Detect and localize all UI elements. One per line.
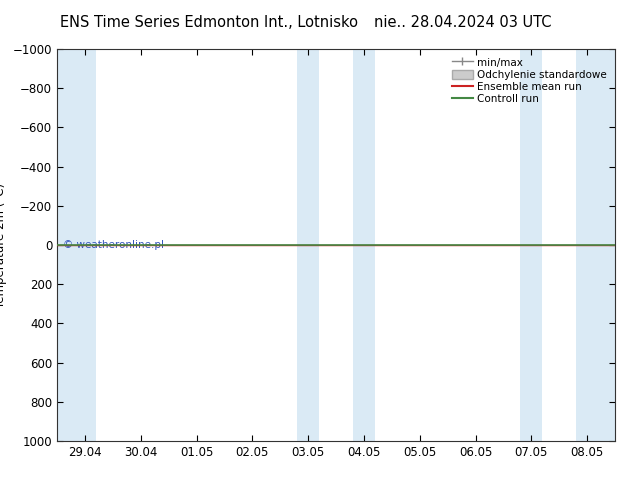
Bar xyxy=(520,49,543,441)
Bar xyxy=(576,49,615,441)
Bar xyxy=(57,49,96,441)
Text: © weatheronline.pl: © weatheronline.pl xyxy=(63,240,164,250)
Text: ENS Time Series Edmonton Int., Lotnisko: ENS Time Series Edmonton Int., Lotnisko xyxy=(60,15,358,30)
Legend: min/max, Odchylenie standardowe, Ensemble mean run, Controll run: min/max, Odchylenie standardowe, Ensembl… xyxy=(449,54,610,108)
Bar xyxy=(353,49,375,441)
Y-axis label: Temperature 2m (°C): Temperature 2m (°C) xyxy=(0,182,7,308)
Bar xyxy=(297,49,320,441)
Text: nie.. 28.04.2024 03 UTC: nie.. 28.04.2024 03 UTC xyxy=(374,15,552,30)
